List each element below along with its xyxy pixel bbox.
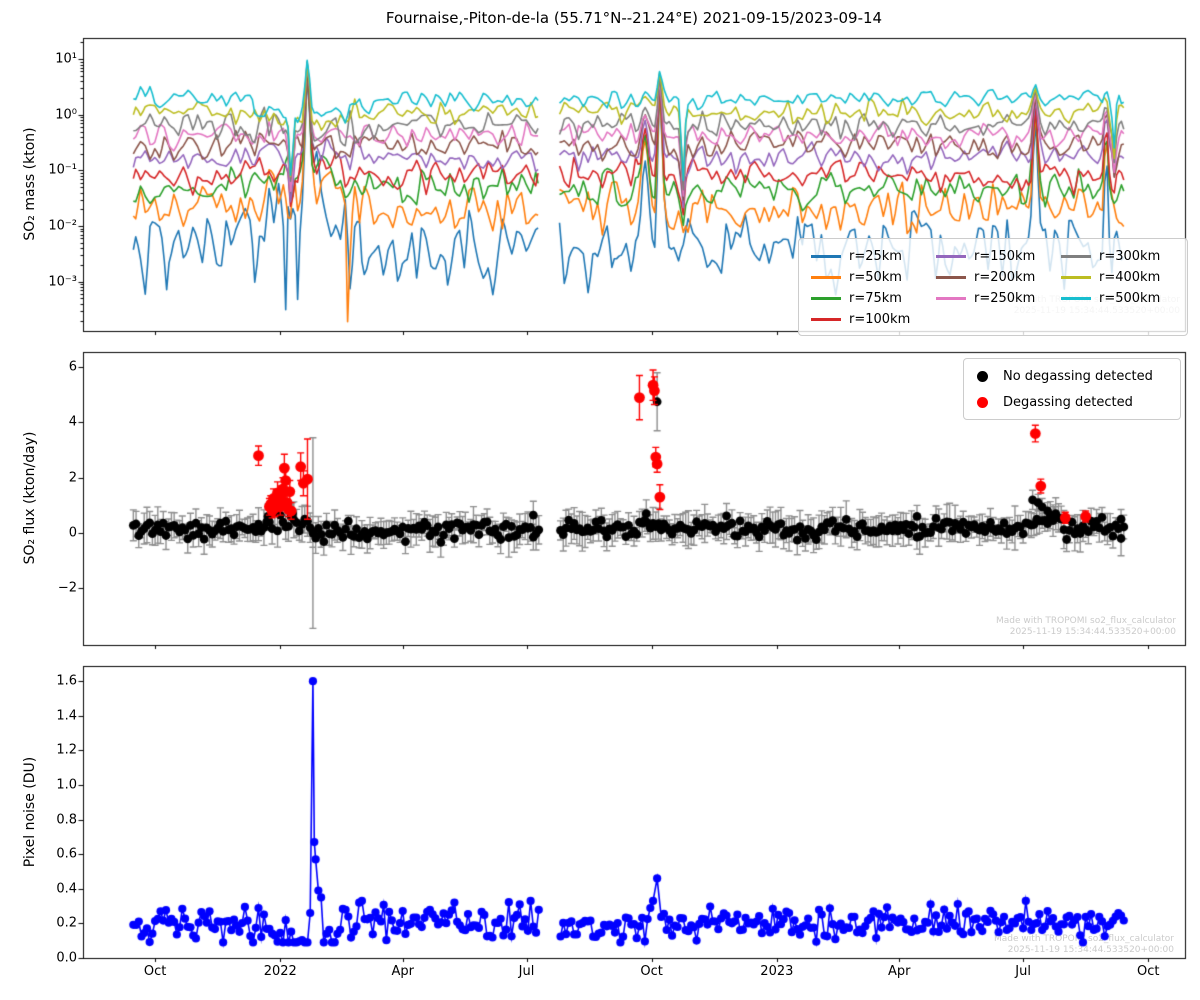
legend-item-r25km: r=25km [811, 246, 936, 267]
ylabel-pixel-noise: Pixel noise (DU) [22, 756, 38, 868]
y-tick-label: 1.0 [56, 777, 77, 793]
legend-label: r=50km [849, 270, 902, 285]
x-tick-label: Oct [640, 964, 663, 979]
y-tick-label: 1.2 [56, 742, 77, 758]
legend-item-r50km: r=50km [811, 267, 936, 288]
legend-label: r=250km [974, 291, 1036, 306]
legend-line-swatch [811, 276, 841, 279]
x-tick-label: Oct [143, 964, 167, 979]
legend-dot-swatch [977, 370, 988, 382]
legend-column: r=25km r=50km r=75km r=100km [811, 246, 936, 330]
y-tick-label: 2 [68, 470, 77, 486]
legend-label: r=300km [1099, 249, 1161, 264]
y-tick-label: 10¹ [55, 51, 77, 67]
legend-item-r250km: r=250km [936, 288, 1061, 309]
legend-label: r=500km [1099, 291, 1161, 306]
legend-item-r200km: r=200km [936, 267, 1061, 288]
legend-label: r=100km [849, 312, 911, 327]
legend-line-swatch [1061, 276, 1091, 279]
legend-column: r=150km r=200km r=250km [936, 246, 1061, 309]
legend-item-r300km: r=300km [1061, 246, 1186, 267]
y-tick-label: 10⁰ [55, 107, 77, 123]
legend-line-swatch [936, 297, 966, 300]
legend-item-r100km: r=100km [811, 309, 936, 330]
y-tick-label: 10⁻³ [48, 274, 77, 290]
legend-label: r=400km [1099, 270, 1161, 285]
y-tick-label: 0.4 [56, 881, 77, 897]
legend-item-r75km: r=75km [811, 288, 936, 309]
legend-label: r=75km [849, 291, 902, 306]
legend-dot-swatch [977, 396, 988, 408]
radius-legend: r=25km r=50km r=75km r=100km r=150km r=200km r… [798, 238, 1188, 336]
y-tick-label: 1.4 [56, 708, 77, 724]
legend-item-r500km: r=500km [1061, 288, 1186, 309]
y-tick-label: 10⁻¹ [48, 162, 77, 178]
ylabel-so2-flux: SO₂ flux (kton/day) [22, 431, 38, 565]
legend-label: No degassing detected [1003, 368, 1153, 384]
legend-line-swatch [936, 255, 966, 258]
y-tick-label: 10⁻² [48, 218, 77, 234]
legend-line-swatch [811, 318, 841, 321]
legend-label: Degassing detected [1003, 394, 1133, 410]
legend-line-swatch [811, 297, 841, 300]
y-tick-label: 0.6 [56, 846, 77, 862]
y-tick-label: 0.0 [56, 950, 77, 966]
y-tick-label: 0 [68, 525, 77, 541]
x-tick-label: Jul [518, 964, 535, 979]
legend-item-degassing-detected: Degassing detected [964, 389, 1180, 415]
x-tick-label: Jul [1015, 964, 1031, 979]
y-tick-label: −2 [57, 580, 77, 596]
x-tick-label: Apr [888, 964, 911, 979]
legend-line-swatch [936, 276, 966, 279]
legend-column: r=300km r=400km r=500km [1061, 246, 1186, 309]
legend-label: r=200km [974, 270, 1036, 285]
legend-label: r=150km [974, 249, 1036, 264]
y-tick-label: 0.8 [56, 812, 77, 828]
legend-item-r150km: r=150km [936, 246, 1061, 267]
legend-line-swatch [1061, 255, 1091, 258]
y-tick-label: 1.6 [56, 673, 77, 689]
y-tick-label: 0.2 [56, 915, 77, 931]
figure-title: Fournaise,-Piton-de-la (55.71°N--21.24°E… [385, 9, 883, 27]
x-tick-label: 2023 [760, 964, 794, 979]
legend-line-swatch [1061, 297, 1091, 300]
degassing-legend: No degassing detected Degassing detected [963, 358, 1181, 420]
legend-line-swatch [811, 255, 841, 258]
x-tick-label: Apr [391, 964, 414, 979]
y-tick-label: 4 [68, 414, 77, 430]
legend-item-no-degassing-detected: No degassing detected [964, 363, 1180, 389]
legend-item-r400km: r=400km [1061, 267, 1186, 288]
y-tick-label: 6 [68, 359, 77, 375]
x-tick-label: Oct [1137, 964, 1160, 979]
legend-label: r=25km [849, 249, 902, 264]
x-tick-label: 2022 [263, 964, 297, 979]
ylabel-so2-mass: SO₂ mass (kton) [22, 127, 38, 241]
